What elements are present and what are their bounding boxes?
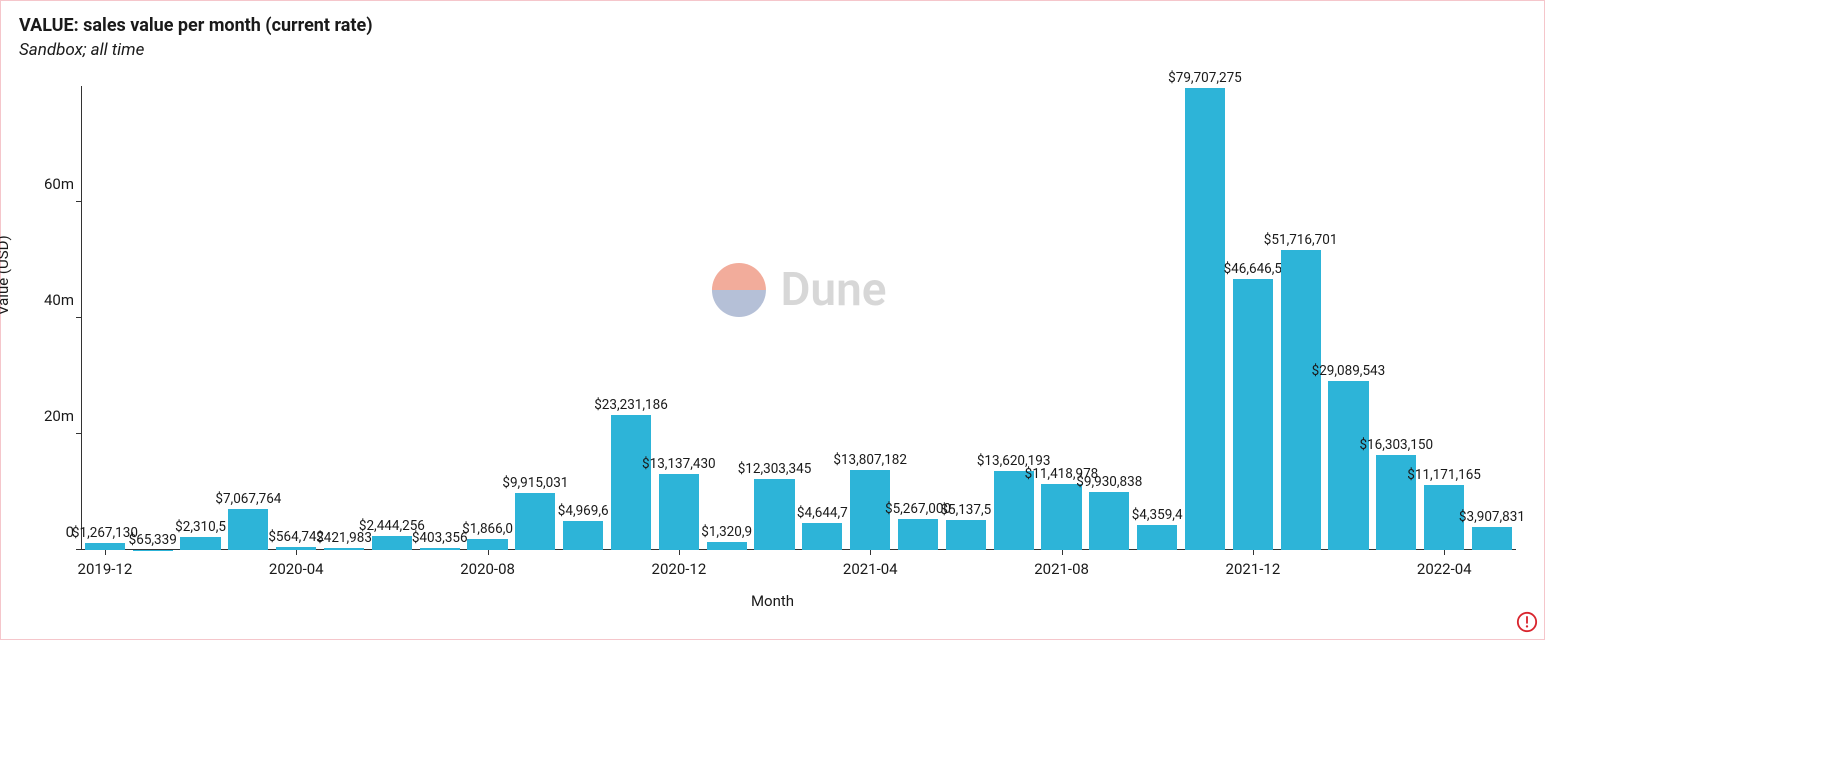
y-tick-mark	[76, 549, 81, 550]
bar-slot: $9,930,838	[1085, 86, 1133, 550]
bar-value-label: $403,356	[412, 530, 468, 546]
bar-slot: $2,444,256	[368, 86, 416, 550]
bar[interactable]: $23,231,186	[611, 415, 651, 550]
bar[interactable]: $7,067,764	[228, 509, 268, 550]
bar-slot: $4,969,6	[559, 86, 607, 550]
x-tick: 2019-12	[78, 560, 133, 578]
bar-value-label: $79,707,275	[1168, 70, 1242, 86]
chart-title: VALUE: sales value per month (current ra…	[19, 15, 1526, 36]
bar[interactable]: $13,137,430	[659, 474, 699, 550]
x-tick: 2021-04	[843, 560, 898, 578]
bar[interactable]: $12,303,345	[754, 479, 794, 550]
x-tick-mark	[488, 550, 489, 555]
plot-area: Dune $1,267,130$65,339$2,310,5$7,067,764…	[81, 86, 1516, 550]
bar-value-label: $4,969,6	[558, 503, 609, 519]
x-tick-mark	[296, 550, 297, 555]
bar[interactable]: $46,646,5	[1233, 279, 1273, 550]
bar[interactable]: $4,969,6	[563, 521, 603, 550]
y-axis-label: Value (USD)	[0, 235, 12, 315]
bar-slot: $9,915,031	[511, 86, 559, 550]
bar[interactable]: $79,707,275	[1185, 88, 1225, 550]
bar-value-label: $46,646,5	[1224, 261, 1282, 277]
bar-slot: $51,716,701	[1277, 86, 1325, 550]
bar-slot: $5,267,000	[894, 86, 942, 550]
bar-slot: $29,089,543	[1325, 86, 1373, 550]
bar[interactable]: $3,907,831	[1472, 527, 1512, 550]
chart-container: VALUE: sales value per month (current ra…	[0, 0, 1545, 640]
bar-slot: $12,303,345	[751, 86, 799, 550]
bar-slot: $13,137,430	[655, 86, 703, 550]
bar-slot: $7,067,764	[224, 86, 272, 550]
x-tick: 2021-08	[1034, 560, 1089, 578]
bar[interactable]: $51,716,701	[1281, 250, 1321, 550]
x-tick-mark	[105, 550, 106, 555]
bar[interactable]: $11,418,978	[1041, 484, 1081, 550]
x-tick-mark	[679, 550, 680, 555]
bar-value-label: $1,320,9	[701, 524, 752, 540]
bar[interactable]: $2,444,256	[372, 536, 412, 550]
bar-slot: $46,646,5	[1229, 86, 1277, 550]
bar[interactable]: $9,915,031	[515, 493, 555, 551]
plot-wrapper: Value (USD) Dune $1,267,130$65,339$2,310…	[19, 68, 1526, 608]
bar[interactable]: $13,620,193	[994, 471, 1034, 550]
bar[interactable]: $4,359,4	[1137, 525, 1177, 550]
bar-slot: $13,807,182	[846, 86, 894, 550]
bar[interactable]: $5,137,5	[946, 520, 986, 550]
bar-value-label: $3,907,831	[1459, 509, 1525, 525]
bar-slot: $1,267,130	[81, 86, 129, 550]
bars-group: $1,267,130$65,339$2,310,5$7,067,764$564,…	[81, 86, 1516, 550]
bar[interactable]: $29,089,543	[1328, 381, 1368, 550]
x-tick-mark	[1444, 550, 1445, 555]
bar-slot: $1,320,9	[703, 86, 751, 550]
bar[interactable]: $2,310,5	[180, 537, 220, 550]
chart-subtitle: Sandbox; all time	[19, 40, 1526, 60]
bar-value-label: $65,339	[129, 532, 177, 548]
x-tick-mark	[1062, 550, 1063, 555]
x-tick: 2021-12	[1226, 560, 1281, 578]
bar[interactable]: $403,356	[420, 548, 460, 550]
bar-slot: $11,171,165	[1420, 86, 1468, 550]
y-tick-mark	[76, 433, 81, 434]
x-tick: 2020-12	[652, 560, 707, 578]
bar-slot: $4,359,4	[1133, 86, 1181, 550]
x-tick-mark	[870, 550, 871, 555]
bar[interactable]: $1,267,130	[85, 543, 125, 550]
bar-slot: $23,231,186	[607, 86, 655, 550]
y-tick: 0	[26, 523, 74, 541]
x-tick: 2020-04	[269, 560, 324, 578]
bar-slot: $2,310,5	[177, 86, 225, 550]
x-tick-mark	[1253, 550, 1254, 555]
bar-slot: $3,907,831	[1468, 86, 1516, 550]
bar-slot: $79,707,275	[1181, 86, 1229, 550]
bar-value-label: $4,359,4	[1132, 507, 1183, 523]
bar[interactable]: $421,983	[324, 548, 364, 550]
y-tick: 20m	[26, 407, 74, 425]
x-axis-label: Month	[751, 592, 794, 610]
bar-slot: $421,983	[320, 86, 368, 550]
y-tick: 40m	[26, 291, 74, 309]
bar-slot: $564,742	[272, 86, 320, 550]
bar-value-label: $5,137,5	[940, 502, 991, 518]
bar[interactable]: $1,320,9	[707, 542, 747, 550]
bar-slot: $403,356	[416, 86, 464, 550]
bar[interactable]: $4,644,7	[802, 523, 842, 550]
bar-value-label: $4,644,7	[797, 505, 848, 521]
bar[interactable]: $9,930,838	[1089, 492, 1129, 550]
y-tick: 60m	[26, 175, 74, 193]
bar[interactable]: $1,866,0	[467, 539, 507, 550]
alert-icon[interactable]	[1516, 611, 1538, 633]
bar-value-label: $2,310,5	[175, 519, 226, 535]
y-tick-mark	[76, 317, 81, 318]
x-tick: 2020-08	[460, 560, 515, 578]
x-tick: 2022-04	[1417, 560, 1472, 578]
y-tick-mark	[76, 201, 81, 202]
bar-slot: $4,644,7	[798, 86, 846, 550]
bar[interactable]: $5,267,000	[898, 519, 938, 550]
bar-slot: $65,339	[129, 86, 177, 550]
bar-slot: $5,137,5	[942, 86, 990, 550]
bar-value-label: $1,866,0	[462, 521, 513, 537]
